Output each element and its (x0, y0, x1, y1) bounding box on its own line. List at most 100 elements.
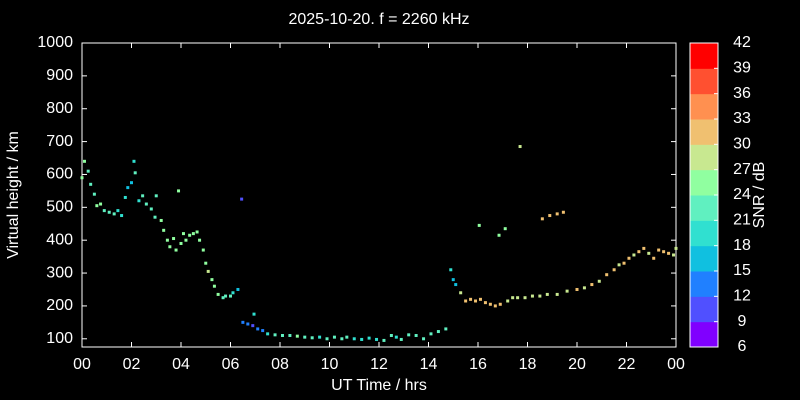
point (288, 333, 292, 337)
colorbar-swatch (690, 296, 718, 323)
point (204, 261, 208, 265)
x-tick-label: 12 (370, 356, 388, 373)
point (612, 268, 616, 272)
point (662, 250, 666, 254)
colorbar-tick-label: 9 (738, 313, 747, 330)
point (130, 181, 133, 185)
colorbar-tick-label: 42 (733, 34, 751, 51)
point (399, 337, 403, 341)
point (367, 336, 371, 340)
point (86, 169, 90, 173)
point (266, 332, 270, 336)
point (241, 320, 245, 324)
colorbar-tick-label: 36 (733, 85, 751, 102)
y-axis-label: Virtual height / km (5, 131, 22, 259)
point (647, 251, 651, 255)
colorbar-swatch (690, 169, 718, 196)
point (555, 292, 559, 296)
point (184, 238, 188, 242)
x-tick-label: 02 (123, 356, 141, 373)
colorbar-tick-label: 27 (733, 161, 751, 178)
plot-frame (81, 42, 677, 348)
point (394, 335, 398, 339)
colorbar-tick-label: 39 (733, 60, 751, 77)
point (382, 338, 386, 342)
point (252, 312, 256, 316)
point (191, 232, 195, 236)
point (137, 199, 141, 203)
colorbar-swatch (690, 144, 718, 171)
point (162, 228, 166, 232)
point (506, 299, 510, 303)
point (325, 337, 329, 341)
point (540, 217, 544, 221)
x-tick-label: 00 (73, 356, 91, 373)
colorbar-swatch (690, 93, 718, 120)
y-tick-label: 700 (46, 133, 73, 150)
point (102, 209, 106, 213)
point (206, 269, 210, 273)
point (210, 278, 214, 282)
colorbar-tick-label: 21 (733, 212, 751, 229)
x-tick-label: 08 (271, 356, 289, 373)
point (116, 209, 120, 213)
point (454, 283, 458, 287)
point (674, 246, 678, 250)
point (224, 294, 228, 298)
colorbar-swatch (690, 119, 718, 145)
point (318, 335, 322, 339)
point (212, 284, 216, 288)
colorbar-swatch (690, 43, 718, 69)
point (251, 324, 255, 328)
x-tick-label: 14 (420, 356, 438, 373)
point (144, 202, 148, 206)
point (657, 248, 661, 252)
point (303, 335, 307, 339)
point (95, 204, 99, 208)
colorbar-swatch (690, 245, 718, 272)
point (345, 335, 349, 339)
point (523, 296, 527, 300)
colorbar-tick-label: 24 (733, 186, 751, 203)
colorbar-label: SNR / dB (751, 162, 768, 229)
point (174, 248, 178, 252)
point (89, 182, 93, 186)
point (360, 337, 364, 341)
point (627, 256, 631, 260)
point (80, 176, 84, 180)
point (132, 159, 136, 163)
point (92, 192, 96, 196)
point (133, 171, 137, 175)
point (518, 145, 522, 149)
point (511, 296, 515, 300)
point (530, 294, 534, 298)
point (229, 294, 232, 298)
y-tick-label: 400 (46, 231, 73, 248)
point (407, 333, 411, 337)
point (617, 263, 621, 267)
colorbar-swatch (690, 271, 718, 297)
point (590, 283, 594, 287)
point (340, 337, 344, 341)
point (141, 194, 145, 198)
point (177, 189, 181, 193)
point (112, 212, 116, 216)
point (414, 333, 418, 337)
point (123, 195, 127, 199)
point (120, 214, 124, 218)
point (99, 202, 103, 206)
point (154, 194, 158, 198)
x-tick-label: 18 (519, 356, 537, 373)
colorbar-tick-label: 18 (733, 237, 751, 254)
x-tick-label: 10 (321, 356, 339, 373)
y-tick-label: 600 (46, 166, 73, 183)
y-tick-label: 300 (46, 264, 73, 281)
colorbar-tick-label: 6 (738, 338, 747, 355)
point (310, 336, 314, 340)
colorbar-swatch (690, 220, 718, 247)
y-tick-label: 100 (46, 330, 73, 347)
point (503, 227, 507, 231)
point (667, 251, 671, 255)
point (555, 212, 559, 216)
